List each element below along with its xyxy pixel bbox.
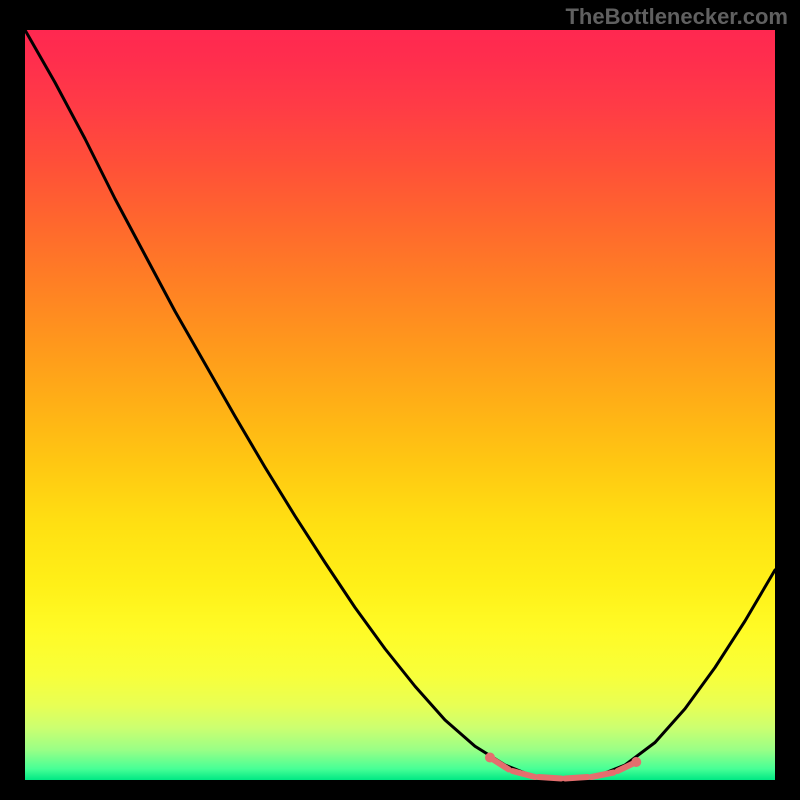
bottleneck-curve-chart [0, 0, 800, 800]
chart-frame: TheBottlenecker.com [0, 0, 800, 800]
watermark-text: TheBottlenecker.com [565, 4, 788, 30]
